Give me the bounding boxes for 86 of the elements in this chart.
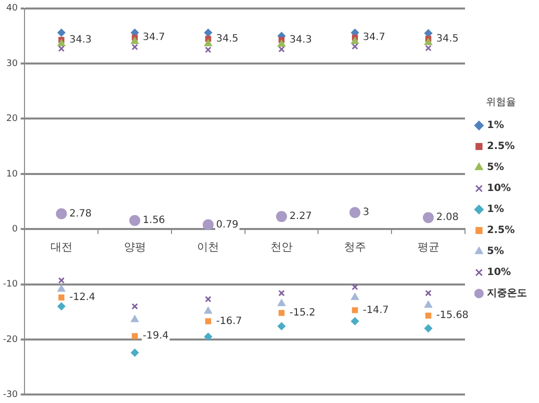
point	[276, 211, 288, 222]
x-tick-label: 이천	[197, 240, 220, 254]
y-tick-label: 10	[6, 169, 18, 180]
data-label: 34.7	[362, 32, 386, 44]
point	[422, 212, 434, 224]
point	[278, 290, 285, 296]
point	[278, 310, 285, 316]
data-label: 34.5	[216, 33, 238, 44]
y-tick-label: -20	[2, 334, 18, 345]
legend-label: 지중온도	[487, 288, 527, 300]
point	[205, 318, 212, 324]
point	[352, 43, 358, 50]
data-label: 34.3	[69, 34, 92, 46]
x-tick-label: 양평	[124, 240, 146, 254]
y-tick-label: -30	[2, 390, 18, 400]
data-label: 2.08	[436, 212, 459, 224]
point	[350, 317, 359, 326]
data-label: -15.68	[436, 310, 469, 322]
data-label: 34.5	[436, 33, 459, 44]
x-tick-label: 대전	[50, 240, 72, 254]
data-label: -14.7	[362, 304, 389, 316]
data-label: -19.4	[142, 330, 169, 342]
legend-label: 10%	[487, 267, 511, 278]
legend-title: 위험율	[486, 97, 516, 108]
legend-label: 1%	[487, 120, 504, 132]
x-tick-label: 평균	[417, 240, 440, 254]
data-label: 0.79	[216, 219, 238, 230]
point	[424, 38, 432, 46]
point	[349, 207, 360, 218]
point	[58, 277, 65, 284]
point	[278, 40, 286, 47]
y-tick-label: 20	[6, 114, 18, 124]
point	[204, 46, 212, 54]
point	[278, 322, 286, 330]
legend-label: 5%	[487, 162, 504, 174]
point	[352, 284, 358, 290]
data-label: 2.78	[69, 208, 92, 220]
data-label: 2.27	[290, 211, 312, 222]
point	[202, 219, 214, 230]
point	[58, 294, 64, 300]
y-tick-label: 0	[12, 224, 18, 234]
data-label: 34.7	[142, 32, 166, 44]
point	[425, 290, 432, 296]
y-tick-label: -10	[2, 280, 18, 290]
legend-label: 2.5%	[487, 225, 515, 236]
point	[425, 312, 432, 319]
legend-label: 2.5%	[487, 141, 515, 152]
point	[424, 324, 432, 332]
data-label: -15.2	[290, 308, 316, 319]
x-tick-label: 천안	[270, 240, 293, 254]
point	[132, 303, 138, 310]
point	[425, 44, 432, 52]
point	[57, 39, 66, 46]
data-label: 3	[362, 207, 370, 218]
point	[58, 45, 65, 52]
point	[57, 302, 66, 310]
data-label: 34.3	[290, 34, 312, 46]
legend-label: 1%	[487, 204, 504, 216]
point	[132, 333, 138, 340]
data-label: 1.56	[142, 215, 166, 226]
point	[350, 293, 359, 300]
point	[204, 332, 212, 341]
point	[424, 300, 432, 308]
point	[278, 299, 286, 306]
data-label: -16.7	[216, 316, 242, 327]
point	[204, 39, 212, 46]
legend-label: 5%	[487, 246, 504, 258]
point	[56, 208, 67, 220]
y-tick-label: 30	[6, 58, 18, 69]
point	[129, 214, 140, 226]
point	[204, 28, 212, 37]
data-label: -12.4	[69, 292, 96, 304]
point	[204, 306, 212, 314]
point	[57, 28, 66, 37]
point	[130, 315, 139, 322]
point	[132, 44, 138, 50]
x-tick-label: 청주	[344, 240, 366, 254]
point	[352, 307, 358, 314]
point	[350, 37, 359, 44]
y-tick-label: 40	[6, 4, 18, 14]
point	[57, 284, 66, 292]
point	[278, 46, 285, 52]
legend-label: 10%	[487, 183, 511, 194]
point	[204, 296, 212, 302]
point	[130, 37, 139, 44]
point	[130, 348, 139, 357]
